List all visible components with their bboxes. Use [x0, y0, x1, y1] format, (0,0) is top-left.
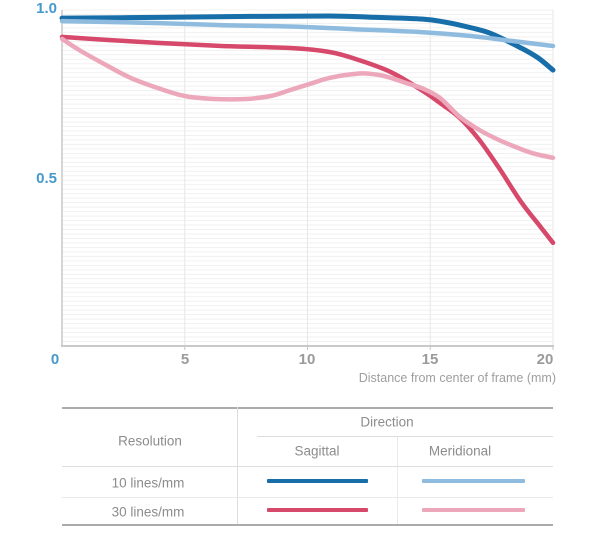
- y-axis-label-0.5: 0.5: [36, 170, 57, 187]
- x-tick-label-10: 10: [299, 351, 316, 368]
- chart-layers: [59, 9, 556, 350]
- legend-row-label-30-lines: 30 lines/mm: [111, 504, 185, 520]
- legend-row-label-10-lines: 10 lines/mm: [111, 475, 185, 491]
- legend-header-sagittal: Sagittal: [294, 443, 340, 459]
- x-axis-title: Distance from center of frame (mm): [359, 371, 556, 385]
- curve-10-lines-mm-sagittal: [59, 13, 556, 73]
- x-tick-label-15: 15: [422, 351, 439, 368]
- legend-swatch-10-sagittal: [267, 479, 368, 483]
- x-tick-label-20: 20: [537, 351, 554, 368]
- x-tick-label-5: 5: [181, 351, 189, 368]
- x-tick-label-0: 0: [51, 351, 59, 368]
- legend-table-top-border: [62, 407, 553, 409]
- y-axis-label-1.0: 1.0: [36, 0, 57, 17]
- legend-header-resolution: Resolution: [118, 433, 182, 449]
- legend-swatch-10-meridional: [422, 479, 525, 483]
- curve-10-lines-mm-meridional: [59, 18, 556, 49]
- legend-table-bottom-border: [62, 524, 553, 526]
- legend-header-bottom-border: [62, 466, 553, 467]
- legend-header-direction: Direction: [360, 414, 414, 430]
- legend-swatch-30-sagittal: [267, 508, 368, 512]
- mtf-chart: 1.0 0.5 0 5 10 15 20 Distance from cente…: [36, 0, 556, 385]
- legend-swatch-30-meridional: [422, 508, 525, 512]
- curve-30-lines-mm-sagittal: [59, 34, 556, 246]
- legend-header-meridional: Meridional: [428, 443, 492, 459]
- legend-row-divider: [62, 497, 553, 498]
- legend-direction-underline: [257, 436, 553, 437]
- curve-30-lines-mm-meridional: [59, 36, 556, 161]
- legend-table-vertical-divider-2: [397, 437, 398, 526]
